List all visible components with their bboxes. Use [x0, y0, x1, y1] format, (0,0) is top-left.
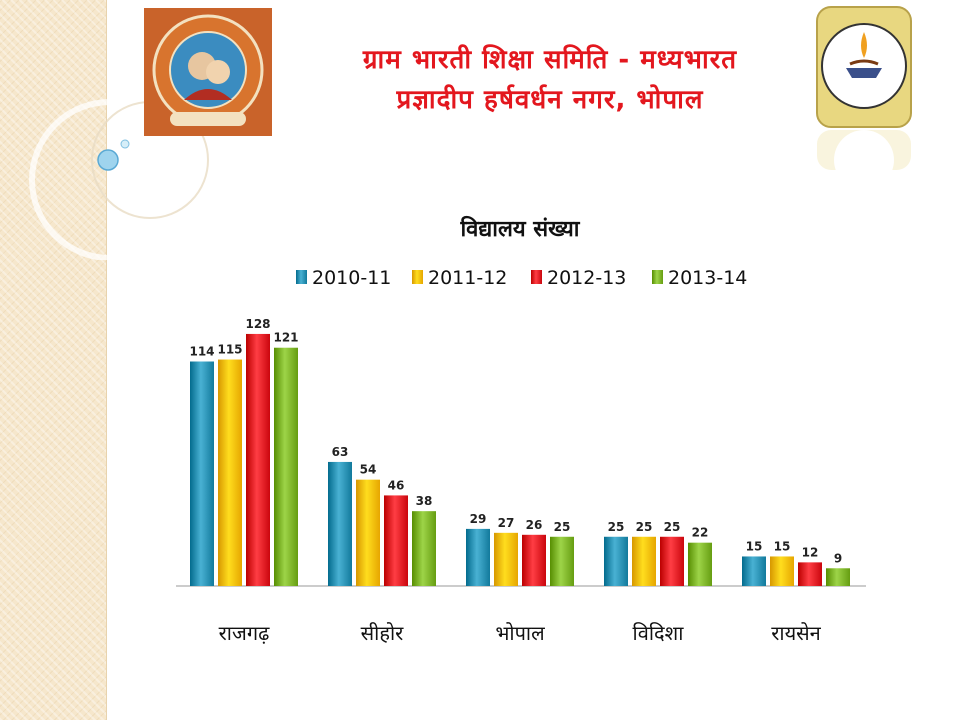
data-label-2010-11-4: 15 [746, 539, 763, 553]
data-label-2013-14-0: 121 [273, 331, 298, 345]
bars-group [190, 333, 850, 586]
data-label-2012-13-3: 25 [664, 520, 681, 534]
bar-2012-13-0 [246, 333, 270, 586]
data-label-2011-12-3: 25 [636, 520, 653, 534]
bar-2011-12-3 [632, 536, 656, 586]
data-label-2013-14-2: 25 [554, 520, 571, 534]
data-label-2013-14-4: 9 [834, 551, 842, 565]
bar-2012-13-3 [660, 536, 684, 586]
bar-2011-12-0 [218, 359, 242, 586]
bar-2011-12-1 [356, 479, 380, 586]
bar-2013-14-2 [550, 536, 574, 586]
category-label-4: रायसेन [771, 621, 821, 645]
bar-2011-12-4 [770, 556, 794, 586]
legend-label-2013-14: 2013-14 [668, 267, 747, 289]
bubble-icon [97, 149, 119, 171]
data-label-2010-11-3: 25 [608, 520, 625, 534]
legend-swatch-2011-12 [412, 270, 423, 284]
decorative-side-strip [0, 0, 107, 720]
bar-2010-11-3 [604, 536, 628, 586]
book-icon [846, 68, 882, 78]
category-label-0: राजगढ़ [219, 621, 270, 645]
bar-2012-13-4 [798, 562, 822, 586]
category-label-2: भोपाल [495, 621, 545, 645]
category-labels-group: राजगढ़ सीहोर भोपाल विदिशा रायसेन [219, 621, 822, 645]
header-title-line-1: ग्राम भारती शिक्षा समिति - मध्यभारत [362, 45, 738, 75]
data-label-2012-13-0: 128 [245, 317, 270, 331]
legend-label-2010-11: 2010-11 [312, 267, 391, 289]
bar-2011-12-2 [494, 532, 518, 586]
legend-label-2012-13: 2012-13 [547, 267, 626, 289]
bar-2013-14-0 [274, 347, 298, 586]
legend-swatch-2013-14 [652, 270, 663, 284]
data-label-2012-13-4: 12 [802, 545, 819, 559]
legend-label-2011-12: 2011-12 [428, 267, 507, 289]
bar-2012-13-2 [522, 534, 546, 586]
data-label-2013-14-1: 38 [416, 494, 433, 508]
bar-2013-14-1 [412, 511, 436, 586]
logo-reflection [816, 130, 912, 170]
data-label-2010-11-1: 63 [332, 445, 349, 459]
chart-title: विद्यालय संख्या [459, 215, 580, 242]
header-title-line-2: प्रज्ञादीप हर्षवर्धन नगर, भोपाल [396, 85, 704, 115]
bar-2010-11-1 [328, 461, 352, 586]
bar-2010-11-4 [742, 556, 766, 586]
data-label-2012-13-1: 46 [388, 478, 405, 492]
data-label-2012-13-2: 26 [526, 518, 543, 532]
data-label-2011-12-0: 115 [217, 343, 242, 357]
data-label-2011-12-2: 27 [498, 516, 515, 530]
category-label-3: विदिशा [633, 621, 685, 645]
vidya-bharati-logo [816, 6, 912, 128]
lamp-flame-icon [861, 32, 867, 58]
bar-2013-14-3 [688, 542, 712, 586]
saraswati-shishu-mandir-logo [144, 8, 272, 136]
bar-2010-11-2 [466, 528, 490, 586]
bar-2010-11-0 [190, 361, 214, 586]
data-label-2010-11-0: 114 [189, 345, 214, 359]
data-label-2011-12-4: 15 [774, 539, 791, 553]
chart-legend: 2010-11 2011-12 2012-13 2013-14 [296, 267, 747, 289]
bar-2012-13-1 [384, 495, 408, 586]
legend-swatch-2012-13 [531, 270, 542, 284]
category-label-1: सीहोर [361, 621, 404, 645]
data-label-2010-11-2: 29 [470, 512, 487, 526]
bar-2013-14-4 [826, 568, 850, 586]
small-bubble-icon [120, 139, 130, 149]
legend-swatch-2010-11 [296, 270, 307, 284]
data-label-2013-14-3: 22 [692, 526, 709, 540]
data-label-2011-12-1: 54 [360, 463, 377, 477]
